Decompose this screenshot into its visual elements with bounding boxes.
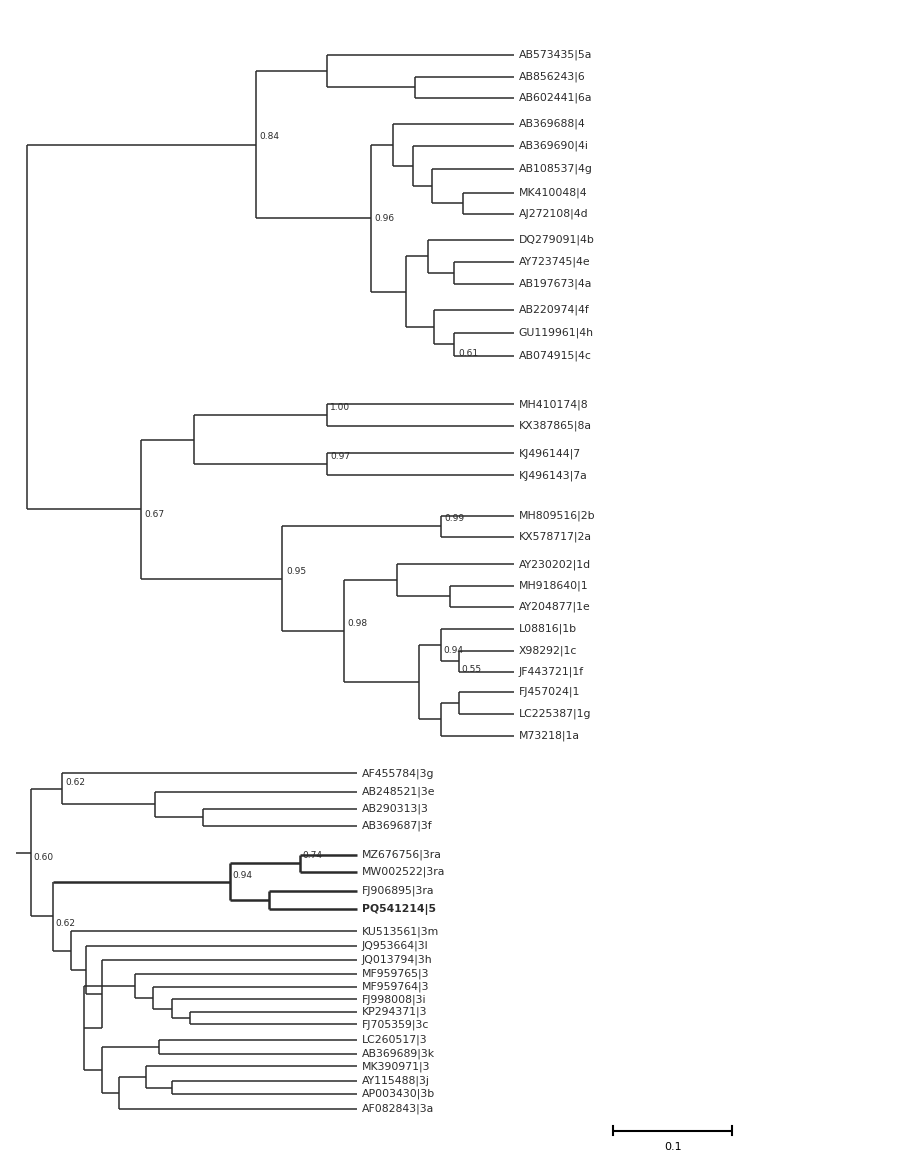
Text: 0.94: 0.94	[444, 645, 464, 655]
Text: AY723745|4e: AY723745|4e	[518, 257, 590, 267]
Text: 0.95: 0.95	[286, 567, 306, 576]
Text: 0.96: 0.96	[374, 213, 394, 223]
Text: KP294371|3: KP294371|3	[362, 1006, 428, 1017]
Text: 1.00: 1.00	[330, 404, 350, 412]
Text: AF082843|3a: AF082843|3a	[362, 1104, 434, 1114]
Text: MF959764|3: MF959764|3	[362, 982, 429, 992]
Text: AB856243|6: AB856243|6	[518, 72, 586, 82]
Text: 0.98: 0.98	[347, 619, 368, 629]
Text: GU119961|4h: GU119961|4h	[518, 327, 594, 338]
Text: AY230202|1d: AY230202|1d	[518, 560, 591, 570]
Text: AB248521|3e: AB248521|3e	[362, 786, 436, 796]
Text: 0.62: 0.62	[66, 778, 86, 787]
Text: MH918640|1: MH918640|1	[518, 581, 589, 591]
Text: AB369690|4i: AB369690|4i	[518, 141, 589, 151]
Text: MF959765|3: MF959765|3	[362, 968, 429, 978]
Text: 0.97: 0.97	[330, 453, 350, 461]
Text: 0.67: 0.67	[145, 510, 165, 518]
Text: 0.1: 0.1	[664, 1143, 681, 1152]
Text: AB290313|3: AB290313|3	[362, 804, 428, 814]
Text: KU513561|3m: KU513561|3m	[362, 927, 439, 936]
Text: MW002522|3ra: MW002522|3ra	[362, 867, 446, 877]
Text: MH809516|2b: MH809516|2b	[518, 510, 596, 521]
Text: FJ457024|1: FJ457024|1	[518, 686, 580, 697]
Text: AB220974|4f: AB220974|4f	[518, 305, 590, 314]
Text: AY204877|1e: AY204877|1e	[518, 602, 590, 612]
Text: DQ279091|4b: DQ279091|4b	[518, 235, 595, 245]
Text: AP003430|3b: AP003430|3b	[362, 1089, 435, 1099]
Text: LC225387|1g: LC225387|1g	[518, 708, 591, 719]
Text: JQ013794|3h: JQ013794|3h	[362, 955, 432, 965]
Text: FJ906895|3ra: FJ906895|3ra	[362, 886, 435, 896]
Text: AB197673|4a: AB197673|4a	[518, 278, 592, 289]
Text: MK410048|4: MK410048|4	[518, 188, 588, 198]
Text: 0.55: 0.55	[462, 665, 482, 673]
Text: AB108537|4g: AB108537|4g	[518, 163, 593, 174]
Text: AB602441|6a: AB602441|6a	[518, 93, 592, 103]
Text: 0.60: 0.60	[33, 853, 54, 862]
Text: AB573435|5a: AB573435|5a	[518, 49, 592, 60]
Text: 0.94: 0.94	[232, 870, 252, 880]
Text: 0.99: 0.99	[445, 514, 464, 523]
Text: AB074915|4c: AB074915|4c	[518, 351, 591, 361]
Text: FJ705359|3c: FJ705359|3c	[362, 1019, 429, 1030]
Text: FJ998008|3i: FJ998008|3i	[362, 995, 427, 1004]
Text: PQ541214|5: PQ541214|5	[362, 904, 436, 915]
Text: 0.62: 0.62	[56, 918, 76, 928]
Text: MZ676756|3ra: MZ676756|3ra	[362, 849, 442, 860]
Text: 0.74: 0.74	[302, 852, 323, 861]
Text: AB369687|3f: AB369687|3f	[362, 821, 432, 832]
Text: MK390971|3: MK390971|3	[362, 1062, 430, 1072]
Text: AJ272108|4d: AJ272108|4d	[518, 209, 589, 219]
Text: AF455784|3g: AF455784|3g	[362, 768, 435, 779]
Text: KX387865|8a: KX387865|8a	[518, 420, 592, 430]
Text: AB369688|4: AB369688|4	[518, 118, 586, 129]
Text: M73218|1a: M73218|1a	[518, 731, 580, 741]
Text: AB369689|3k: AB369689|3k	[362, 1049, 435, 1059]
Text: 0.61: 0.61	[458, 348, 478, 358]
Text: KJ496143|7a: KJ496143|7a	[518, 470, 588, 481]
Text: MH410174|8: MH410174|8	[518, 399, 589, 409]
Text: JF443721|1f: JF443721|1f	[518, 666, 584, 677]
Text: LC260517|3: LC260517|3	[362, 1035, 428, 1045]
Text: 0.84: 0.84	[259, 131, 280, 141]
Text: X98292|1c: X98292|1c	[518, 645, 577, 656]
Text: L08816|1b: L08816|1b	[518, 623, 577, 633]
Text: JQ953664|3l: JQ953664|3l	[362, 941, 428, 951]
Text: KX578717|2a: KX578717|2a	[518, 531, 592, 542]
Text: AY115488|3j: AY115488|3j	[362, 1076, 429, 1086]
Text: KJ496144|7: KJ496144|7	[518, 448, 580, 459]
